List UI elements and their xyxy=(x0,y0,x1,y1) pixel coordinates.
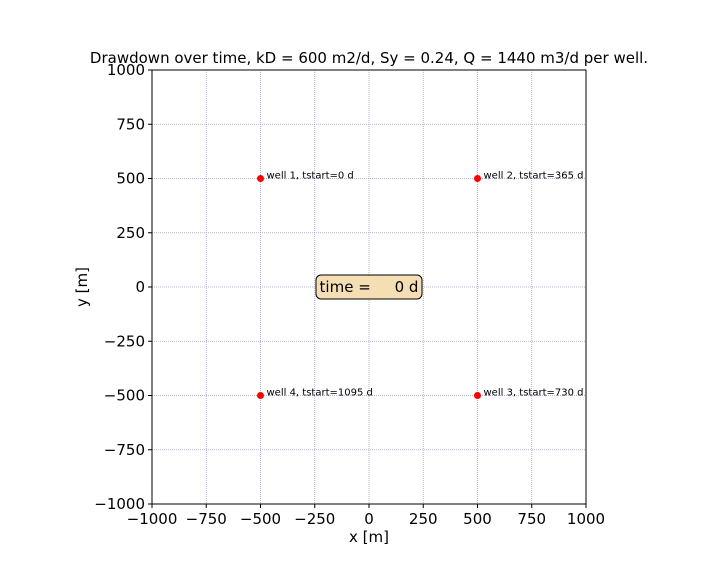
x-axis-label: x [m] xyxy=(349,528,389,546)
well-marker xyxy=(257,175,264,182)
time-annotation: time = 0 d xyxy=(315,274,423,300)
y-axis-label: y [m] xyxy=(73,267,91,307)
x-axis: −1000 −750 −500 −250 0 250 500 750 1000 xyxy=(127,504,605,528)
y-tick-label: 500 xyxy=(116,170,145,188)
y-tick-label: 1000 xyxy=(107,61,145,79)
well-marker xyxy=(257,392,264,399)
x-tick-label: 250 xyxy=(409,510,438,528)
x-tick-label: 0 xyxy=(364,510,374,528)
y-tick-label: −250 xyxy=(104,332,145,350)
x-tick-label: 500 xyxy=(463,510,492,528)
chart-title: Drawdown over time, kD = 600 m2/d, Sy = … xyxy=(90,49,648,67)
time-annotation-box xyxy=(315,274,423,300)
well-marker xyxy=(474,392,481,399)
x-tick-label: −500 xyxy=(240,510,281,528)
well-label: well 1, tstart=0 d xyxy=(267,171,354,182)
well-label: well 2, tstart=365 d xyxy=(484,171,584,182)
x-tick-label: 1000 xyxy=(567,510,605,528)
well-marker xyxy=(474,175,481,182)
y-tick-label: −750 xyxy=(104,441,145,459)
x-tick-label: −250 xyxy=(294,510,335,528)
x-tick-label: −1000 xyxy=(127,510,178,528)
y-tick-label: 250 xyxy=(116,224,145,242)
y-tick-label: 750 xyxy=(116,115,145,133)
time-annotation-text: time = 0 d xyxy=(320,278,419,296)
y-axis: −1000 −750 −500 −250 0 250 500 750 1000 xyxy=(94,61,152,513)
well-label: well 4, tstart=1095 d xyxy=(267,388,373,399)
y-tick-label: −1000 xyxy=(94,495,145,513)
well-points: well 1, tstart=0 d well 2, tstart=365 d we… xyxy=(257,171,584,399)
well-label: well 3, tstart=730 d xyxy=(484,388,584,399)
y-tick-label: 0 xyxy=(135,278,145,296)
y-tick-label: −500 xyxy=(104,387,145,405)
x-tick-label: −750 xyxy=(186,510,227,528)
x-tick-label: 750 xyxy=(517,510,546,528)
